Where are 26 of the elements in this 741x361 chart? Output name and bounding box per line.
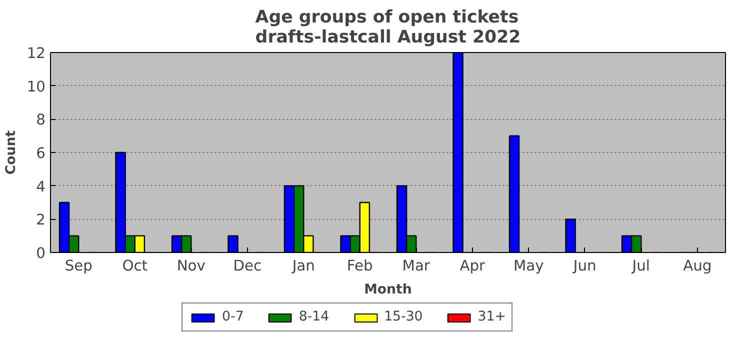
x-tick-label: Nov — [176, 258, 206, 274]
y-axis-title: Count — [4, 130, 19, 175]
x-axis-title: Month — [364, 282, 412, 298]
x-tick-label: Feb — [346, 258, 373, 274]
x-tick-label: Sep — [64, 258, 92, 274]
y-tick-label: 8 — [36, 112, 46, 129]
x-tick-label: Apr — [460, 258, 486, 274]
y-tick-label: 6 — [36, 145, 46, 162]
legend-label: 0-7 — [222, 310, 244, 324]
x-tick-label: Jun — [572, 258, 596, 274]
y-tick-label: 2 — [36, 212, 46, 229]
y-tick-label: 0 — [36, 245, 46, 262]
y-tick-label: 4 — [36, 178, 46, 196]
legend-label: 8-14 — [298, 310, 330, 324]
chart-title: Age groups of open tickets drafts-lastcall August 2022 — [255, 8, 521, 48]
legend-label: 15-30 — [384, 310, 423, 324]
x-tick-label: May — [513, 258, 544, 274]
x-tick-label: Aug — [683, 258, 712, 274]
legend-label: 31+ — [478, 310, 506, 324]
y-tick-label: 12 — [26, 45, 46, 62]
x-tick-label: Jul — [631, 258, 650, 274]
x-tick-label: Mar — [402, 258, 431, 274]
x-tick-label: Dec — [233, 258, 262, 274]
x-tick-label: Jan — [291, 258, 315, 274]
x-tick-label: Oct — [122, 258, 148, 274]
y-tick-label: 10 — [26, 78, 46, 96]
